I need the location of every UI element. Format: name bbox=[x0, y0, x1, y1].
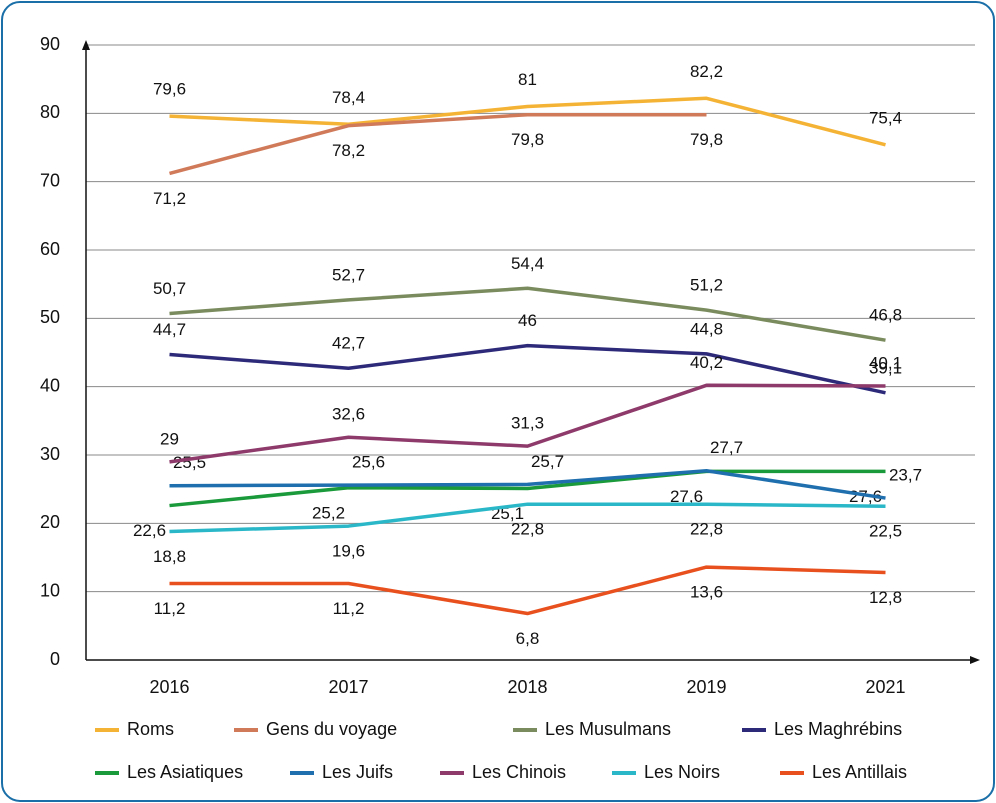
legend-label: Gens du voyage bbox=[266, 719, 397, 739]
data-label: 22,6 bbox=[133, 521, 166, 540]
y-axis-arrow bbox=[82, 40, 90, 50]
data-label: 54,4 bbox=[511, 254, 544, 273]
y-tick-label: 40 bbox=[40, 375, 60, 395]
x-tick-label: 2021 bbox=[865, 677, 905, 697]
data-label: 12,8 bbox=[869, 588, 902, 607]
data-label: 75,4 bbox=[869, 108, 902, 127]
legend-label: Les Noirs bbox=[644, 762, 720, 782]
legend-label: Les Maghrébins bbox=[774, 719, 902, 739]
x-tick-label: 2018 bbox=[507, 677, 547, 697]
data-label: 27,7 bbox=[710, 438, 743, 457]
data-label: 82,2 bbox=[690, 62, 723, 81]
x-tick-label: 2016 bbox=[149, 677, 189, 697]
data-label: 18,8 bbox=[153, 547, 186, 566]
data-label: 25,7 bbox=[531, 452, 564, 471]
series-line bbox=[169, 469, 886, 508]
data-label: 32,6 bbox=[332, 405, 365, 424]
series-line bbox=[169, 383, 886, 464]
y-tick-label: 0 bbox=[50, 649, 60, 669]
data-label: 46 bbox=[518, 311, 537, 330]
data-label: 46,8 bbox=[869, 306, 902, 325]
data-label: 78,2 bbox=[332, 141, 365, 160]
y-tick-label: 50 bbox=[40, 307, 60, 327]
series-line bbox=[169, 468, 886, 500]
legend-label: Les Juifs bbox=[322, 762, 393, 782]
data-label: 78,4 bbox=[332, 88, 365, 107]
data-label: 42,7 bbox=[332, 334, 365, 353]
x-tick-label: 2019 bbox=[686, 677, 726, 697]
data-label: 22,8 bbox=[511, 520, 544, 539]
series-line bbox=[169, 502, 886, 534]
data-label: 51,2 bbox=[690, 276, 723, 295]
data-label: 13,6 bbox=[690, 583, 723, 602]
data-label: 11,2 bbox=[154, 599, 186, 618]
data-label: 44,8 bbox=[690, 319, 723, 338]
x-tick-label: 2017 bbox=[328, 677, 368, 697]
y-tick-label: 30 bbox=[40, 444, 60, 464]
series-line bbox=[169, 343, 886, 395]
y-tick-label: 10 bbox=[40, 580, 60, 600]
data-label: 23,7 bbox=[889, 466, 922, 485]
y-tick-label: 20 bbox=[40, 512, 60, 532]
data-label: 31,3 bbox=[511, 414, 544, 433]
legend-label: Les Chinois bbox=[472, 762, 566, 782]
data-label: 25,2 bbox=[312, 503, 345, 522]
data-label: 71,2 bbox=[153, 189, 186, 208]
y-tick-label: 60 bbox=[40, 239, 60, 259]
legend-label: Roms bbox=[127, 719, 174, 739]
series-line bbox=[169, 112, 707, 176]
data-label: 79,8 bbox=[690, 130, 723, 149]
data-label: 19,6 bbox=[332, 542, 365, 561]
legend-label: Les Musulmans bbox=[545, 719, 671, 739]
data-label: 22,5 bbox=[869, 522, 902, 541]
y-tick-label: 90 bbox=[40, 34, 60, 54]
data-label: 22,8 bbox=[690, 520, 723, 539]
data-label: 79,8 bbox=[511, 130, 544, 149]
series-line bbox=[169, 96, 886, 147]
data-label: 50,7 bbox=[153, 279, 186, 298]
data-label: 44,7 bbox=[153, 320, 186, 339]
data-label: 11,2 bbox=[333, 599, 365, 618]
data-label: 39,1 bbox=[869, 358, 902, 377]
data-label: 25,6 bbox=[352, 453, 385, 472]
legend-label: Les Antillais bbox=[812, 762, 907, 782]
data-label: 79,6 bbox=[153, 80, 186, 99]
y-tick-label: 70 bbox=[40, 170, 60, 190]
series-line bbox=[169, 565, 886, 616]
data-label: 40,2 bbox=[690, 353, 723, 372]
data-label: 52,7 bbox=[332, 265, 365, 284]
y-tick-label: 80 bbox=[40, 102, 60, 122]
data-label: 29 bbox=[160, 429, 179, 448]
data-label: 6,8 bbox=[516, 629, 540, 648]
data-label: 40,1 bbox=[869, 353, 902, 372]
legend-label: Les Asiatiques bbox=[127, 762, 243, 782]
data-label: 81 bbox=[518, 70, 537, 89]
grid bbox=[86, 44, 975, 661]
data-label: 27,6 bbox=[670, 487, 703, 506]
series-line bbox=[169, 286, 886, 342]
x-axis-arrow bbox=[970, 656, 980, 664]
